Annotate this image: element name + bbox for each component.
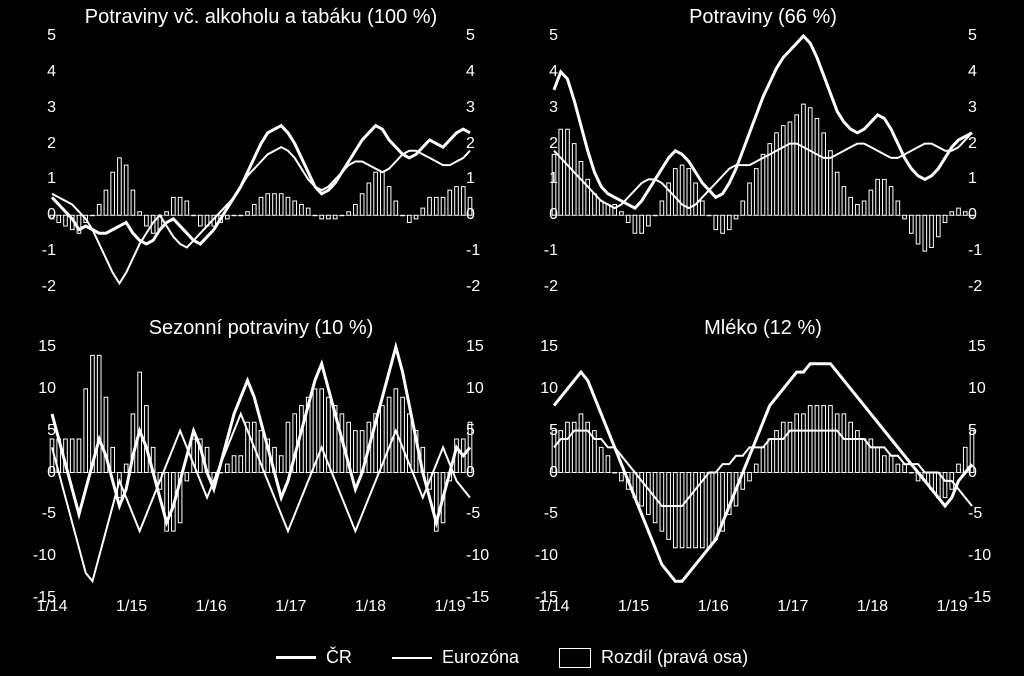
panel-p1: Potraviny (66 %)543210-1-2543210-1-2 (516, 6, 1010, 309)
y-tick: 10 (516, 380, 558, 398)
y-tick: 5 (14, 422, 56, 440)
y-tick: 15 (14, 338, 56, 356)
y-tick: -10 (968, 547, 1010, 565)
panel-title: Potraviny (66 %) (516, 6, 1010, 29)
y-axis-right: 543210-1-2 (466, 36, 508, 287)
legend-item-diff: Rozdíl (pravá osa) (559, 647, 748, 668)
y-tick: -5 (516, 505, 558, 523)
legend-label-diff: Rozdíl (pravá osa) (601, 647, 748, 668)
y-tick: -1 (466, 242, 508, 260)
legend-label-ez: Eurozóna (442, 647, 519, 668)
legend-label-cr: ČR (326, 647, 352, 668)
legend-swatch-cr (276, 656, 316, 659)
y-tick: 15 (466, 338, 508, 356)
x-tick: 1/18 (355, 598, 386, 616)
y-tick: -1 (14, 242, 56, 260)
panel-title: Potraviny vč. alkoholu a tabáku (100 %) (14, 6, 508, 29)
legend-item-ez: Eurozóna (392, 647, 519, 668)
panel-title: Mléko (12 %) (516, 317, 1010, 340)
x-tick: 1/17 (275, 598, 306, 616)
y-tick: -15 (466, 589, 508, 607)
x-tick: 1/15 (116, 598, 147, 616)
y-axis-left: 543210-1-2 (14, 36, 56, 287)
y-tick: 3 (466, 99, 508, 117)
y-tick: -10 (14, 547, 56, 565)
y-tick: 10 (14, 380, 56, 398)
x-tick: 1/14 (36, 598, 67, 616)
y-tick: -10 (516, 547, 558, 565)
y-tick: 5 (14, 27, 56, 45)
y-tick: 15 (968, 338, 1010, 356)
y-tick: -5 (968, 505, 1010, 523)
y-tick: 5 (466, 27, 508, 45)
y-tick: 3 (14, 99, 56, 117)
y-tick: 2 (14, 135, 56, 153)
y-tick: -1 (516, 242, 558, 260)
y-tick: -1 (968, 242, 1010, 260)
y-tick: 3 (968, 99, 1010, 117)
panel-p0: Potraviny vč. alkoholu a tabáku (100 %)5… (14, 6, 508, 309)
x-tick: 1/15 (618, 598, 649, 616)
y-tick: 4 (968, 63, 1010, 81)
x-axis: 1/141/151/161/171/181/19 (554, 598, 972, 620)
plot-area (52, 347, 470, 598)
x-tick: 1/16 (698, 598, 729, 616)
y-tick: 15 (516, 338, 558, 356)
x-tick: 1/19 (435, 598, 466, 616)
y-tick: -2 (968, 278, 1010, 296)
panel-title: Sezonní potraviny (10 %) (14, 317, 508, 340)
x-tick: 1/19 (937, 598, 968, 616)
y-tick: -5 (14, 505, 56, 523)
y-tick: 5 (968, 27, 1010, 45)
x-axis (52, 287, 470, 309)
panel-p3: Mléko (12 %)151050-5-10-15151050-5-10-15… (516, 317, 1010, 620)
x-tick: 1/17 (777, 598, 808, 616)
y-tick: 1 (14, 170, 56, 188)
y-axis-right: 543210-1-2 (968, 36, 1010, 287)
y-tick: 10 (466, 380, 508, 398)
y-tick: 3 (516, 99, 558, 117)
y-tick: 2 (516, 135, 558, 153)
y-tick: 2 (466, 135, 508, 153)
y-tick: -10 (466, 547, 508, 565)
y-tick: 1 (968, 170, 1010, 188)
chart-grid: Potraviny vč. alkoholu a tabáku (100 %)5… (0, 0, 1024, 676)
y-tick: 4 (516, 63, 558, 81)
y-tick: -2 (516, 278, 558, 296)
plot-area (554, 36, 972, 287)
y-tick: -15 (968, 589, 1010, 607)
y-tick: 1 (466, 170, 508, 188)
x-axis: 1/141/151/161/171/181/19 (52, 598, 470, 620)
page: Potraviny vč. alkoholu a tabáku (100 %)5… (0, 0, 1024, 676)
legend-item-cr: ČR (276, 647, 352, 668)
legend: ČR Eurozóna Rozdíl (pravá osa) (0, 647, 1024, 668)
x-tick: 1/18 (857, 598, 888, 616)
plot-area (554, 347, 972, 598)
x-tick: 1/14 (538, 598, 569, 616)
y-tick: -2 (466, 278, 508, 296)
y-tick: 2 (968, 135, 1010, 153)
y-tick: -5 (466, 505, 508, 523)
panel-p2: Sezonní potraviny (10 %)151050-5-10-1515… (14, 317, 508, 620)
y-tick: 4 (466, 63, 508, 81)
legend-swatch-diff (559, 648, 591, 668)
plot-area (52, 36, 470, 287)
x-axis (554, 287, 972, 309)
y-tick: -2 (14, 278, 56, 296)
y-tick: 4 (14, 63, 56, 81)
y-tick: 10 (968, 380, 1010, 398)
x-tick: 1/16 (196, 598, 227, 616)
legend-swatch-ez (392, 657, 432, 659)
y-tick: 5 (516, 27, 558, 45)
